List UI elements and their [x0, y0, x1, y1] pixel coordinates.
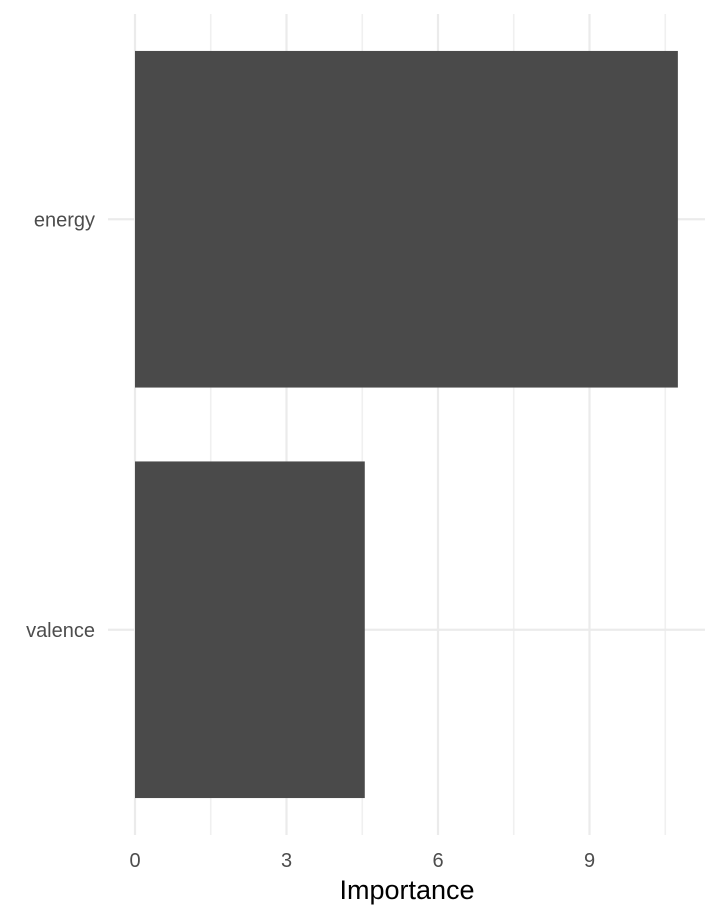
- x-axis-ticks: 0 3 6 9: [129, 850, 595, 872]
- bar-valence: [135, 461, 365, 799]
- y-tick-label: energy: [34, 209, 95, 231]
- y-tick-label: valence: [26, 620, 95, 642]
- x-tick-label: 9: [584, 850, 595, 872]
- bars: [135, 50, 678, 799]
- x-tick-label: 6: [432, 850, 443, 872]
- bar-energy: [135, 50, 678, 388]
- x-tick-label: 0: [129, 850, 140, 872]
- x-tick-label: 3: [281, 850, 292, 872]
- y-axis-ticks: energy valence: [26, 209, 95, 642]
- x-axis-title: Importance: [339, 875, 474, 905]
